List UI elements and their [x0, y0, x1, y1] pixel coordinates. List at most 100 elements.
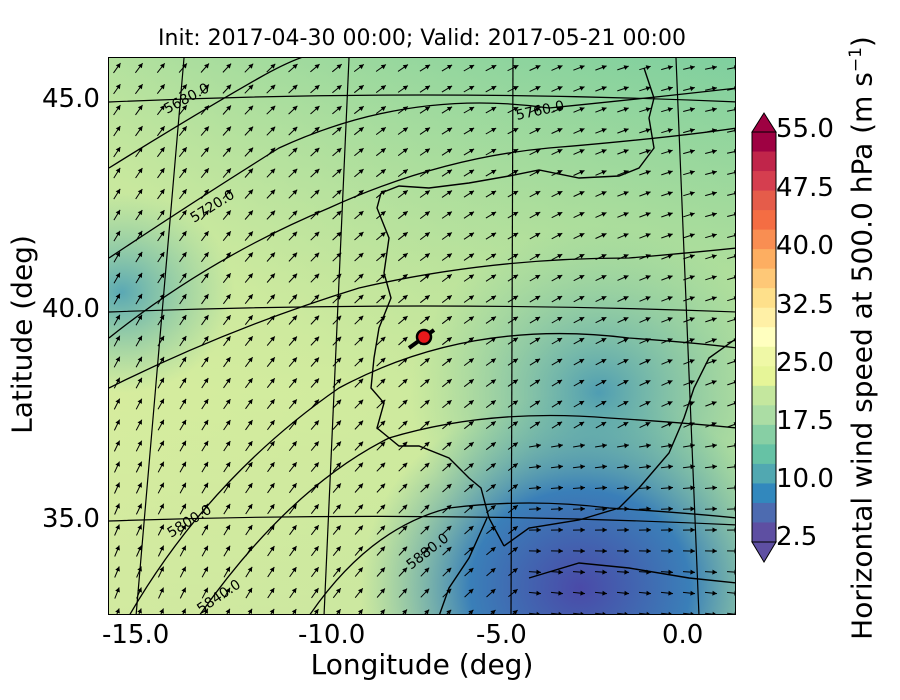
wind-arrow-head	[270, 357, 275, 363]
wind-arrow-head	[424, 483, 430, 489]
wind-arrow-head	[226, 210, 231, 216]
wind-arrow-shaft	[727, 255, 735, 260]
wind-arrow-head	[203, 461, 209, 467]
wind-arrow-head	[535, 212, 541, 217]
wind-arrow-head	[358, 273, 364, 279]
wind-arrow-head	[270, 147, 276, 153]
wind-arrow-head	[225, 273, 231, 279]
wind-arrow-head	[689, 317, 695, 322]
wind-arrow-head	[646, 527, 651, 533]
wind-arrow-head	[579, 359, 585, 364]
wind-arrow-head	[292, 378, 297, 384]
wind-arrow-head	[468, 463, 474, 468]
wind-arrow-head	[512, 442, 518, 448]
wind-arrow-head	[602, 548, 607, 554]
wind-arrow-head	[380, 148, 386, 154]
wind-arrow-head	[558, 590, 563, 596]
wind-arrow-head	[468, 400, 474, 405]
wind-arrow-shaft	[726, 591, 735, 594]
wind-arrow-head	[446, 274, 452, 280]
wind-arrow-head	[667, 359, 673, 364]
colorbar-step	[752, 171, 776, 192]
wind-arrow-head	[491, 65, 497, 70]
wind-arrow-head	[292, 231, 298, 237]
wind-arrow-head	[733, 338, 735, 343]
wind-arrow-head	[424, 546, 430, 552]
wind-arrow-head	[536, 590, 541, 596]
wind-arrow-head	[711, 128, 717, 134]
wind-arrow-head	[689, 170, 695, 175]
wind-arrow-head	[667, 317, 673, 322]
wind-arrow-shaft	[727, 276, 735, 281]
colorbar-step	[752, 190, 776, 211]
wind-arrow-head	[689, 359, 695, 364]
colorbar-step	[752, 366, 776, 387]
wind-arrow-head	[380, 525, 385, 531]
wind-arrow-head	[181, 398, 187, 404]
wind-arrow-head	[159, 293, 165, 300]
wind-arrow-head	[226, 189, 231, 195]
wind-arrow-head	[602, 506, 607, 512]
wind-arrow-head	[137, 272, 143, 278]
wind-arrow-head	[668, 506, 673, 512]
wind-arrow-head	[601, 422, 607, 427]
wind-arrow-head	[623, 275, 629, 280]
wind-arrow-head	[469, 148, 475, 154]
wind-arrow-head	[535, 254, 541, 259]
wind-arrow-head	[645, 86, 651, 91]
wind-arrow-head	[491, 169, 497, 175]
wind-arrow-head	[623, 107, 629, 112]
wind-arrow-head	[247, 441, 253, 447]
wind-arrow-head	[203, 587, 208, 593]
wind-arrow-head	[380, 609, 385, 614]
wind-arrow-head	[182, 84, 187, 90]
wind-arrow-head	[536, 485, 541, 491]
wind-arrow-head	[667, 380, 673, 385]
wind-arrow-shaft	[573, 612, 583, 614]
colorbar-step	[752, 151, 776, 172]
wind-arrow-head	[712, 464, 717, 470]
wind-arrow-head	[424, 421, 430, 426]
wind-arrow-head	[491, 149, 497, 154]
wind-arrow-head	[115, 419, 120, 425]
wind-arrow-head	[689, 380, 695, 385]
wind-arrow-head	[181, 315, 187, 321]
wind-arrow-head	[225, 378, 231, 384]
wind-arrow-head	[314, 64, 320, 69]
wind-arrow-shaft	[639, 612, 649, 614]
wind-arrow-head	[402, 441, 408, 447]
wind-arrow-head	[446, 442, 452, 447]
wind-arrow-head	[446, 295, 452, 301]
wind-arrow-head	[336, 399, 342, 405]
wind-arrow-head	[579, 421, 585, 427]
wind-vectors	[113, 62, 735, 614]
wind-arrow-head	[446, 588, 452, 594]
wind-arrow-head	[623, 233, 629, 238]
wind-arrow-head	[733, 170, 735, 176]
wind-arrow-head	[490, 505, 496, 510]
wind-arrow-head	[336, 546, 341, 552]
wind-arrow-head	[204, 189, 209, 195]
colorbar-steps	[752, 132, 776, 543]
wind-arrow-head	[711, 212, 717, 217]
contour-5760-b	[109, 247, 735, 389]
wind-arrow-head	[380, 169, 386, 174]
wind-arrow-head	[292, 126, 298, 132]
wind-arrow-head	[402, 546, 408, 552]
wind-arrow-head	[181, 252, 187, 258]
wind-arrow-shaft	[683, 612, 693, 614]
wind-arrow-shaft	[617, 612, 627, 614]
wind-arrow-head	[601, 296, 607, 301]
wind-arrow-head	[424, 316, 430, 321]
wind-arrow-head	[689, 212, 695, 217]
wind-arrow-head	[291, 546, 297, 552]
wind-arrow-head	[358, 567, 363, 573]
wind-arrow-head	[247, 525, 253, 531]
meridian-5	[510, 58, 514, 614]
wind-arrow-head	[358, 85, 364, 91]
wind-arrow-head	[336, 378, 342, 384]
wind-arrow-head	[734, 527, 735, 533]
wind-arrow-head	[292, 210, 298, 216]
wind-arrow-head	[314, 106, 320, 111]
wind-arrow-head	[292, 147, 298, 153]
